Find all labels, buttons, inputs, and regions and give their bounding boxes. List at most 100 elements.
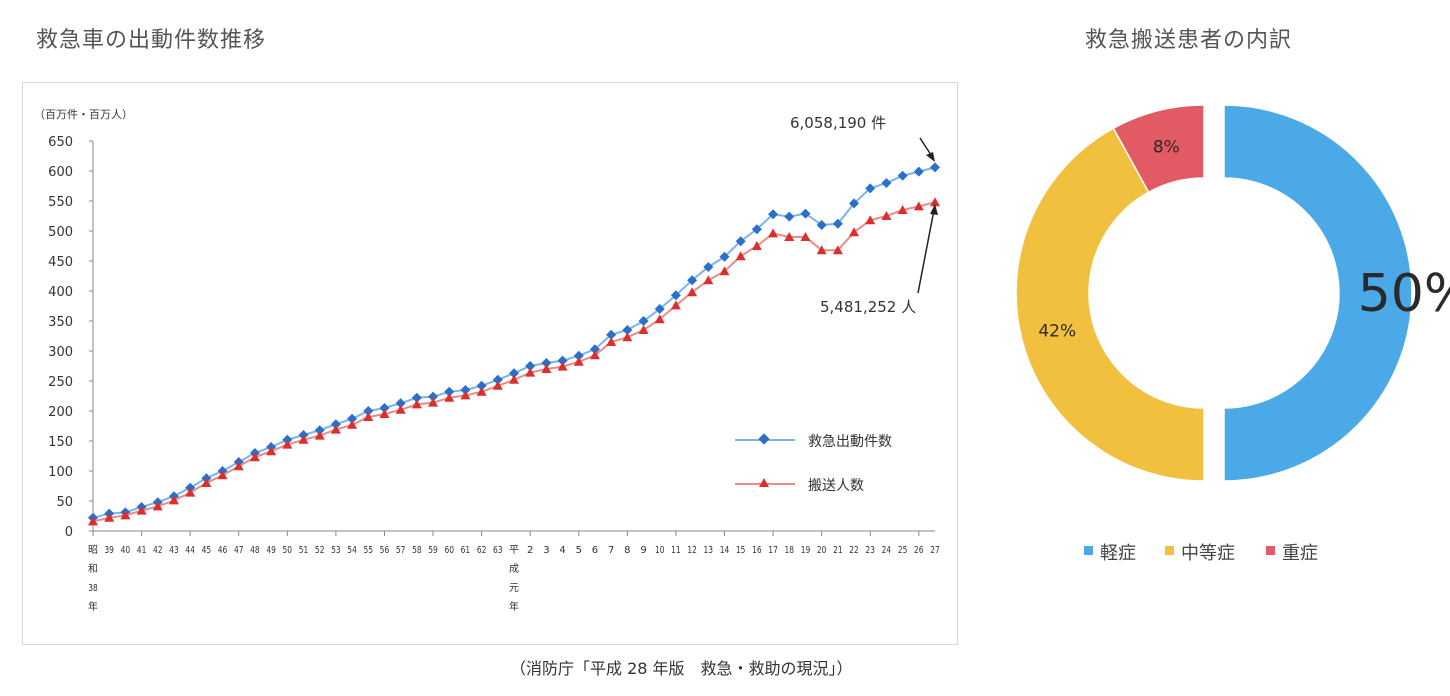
data-point-diamond	[444, 386, 455, 397]
data-point-diamond	[670, 290, 681, 301]
x-tick-label: 49	[266, 545, 276, 556]
x-tick-label: 42	[153, 545, 163, 556]
data-point-diamond	[411, 392, 422, 403]
x-tick-label: 51	[299, 545, 309, 556]
y-tick-label: 400	[48, 285, 73, 300]
x-tick-label: 平	[509, 545, 519, 556]
data-point-triangle	[784, 232, 795, 241]
data-point-triangle	[800, 232, 811, 241]
data-point-triangle	[233, 461, 244, 471]
data-point-triangle	[881, 211, 892, 220]
legend-swatch-moderate	[1165, 546, 1174, 555]
data-point-triangle	[897, 205, 908, 214]
data-point-diamond	[622, 325, 633, 335]
x-tick-label: 54	[347, 545, 357, 556]
x-tick-label: 62	[477, 545, 487, 556]
annotation-dispatch: 6,058,190 件	[790, 114, 886, 132]
x-tick-label: 60	[444, 545, 454, 556]
legend-diamond-marker	[758, 433, 770, 445]
x-tick-label: 11	[671, 545, 681, 556]
data-point-diamond	[849, 198, 860, 209]
data-point-triangle	[476, 386, 487, 396]
x-tick-label: 19	[801, 545, 811, 556]
data-point-triangle	[638, 325, 649, 334]
x-tick-label: 6	[592, 545, 598, 556]
data-point-triangle	[298, 434, 309, 444]
data-point-triangle	[557, 361, 568, 371]
data-point-triangle	[104, 512, 115, 522]
data-point-diamond	[460, 385, 471, 395]
data-point-diamond	[897, 170, 908, 181]
y-tick-label: 600	[48, 165, 73, 180]
data-point-triangle	[589, 350, 600, 360]
x-tick-label: 和	[88, 563, 98, 575]
x-tick-label: 24	[882, 545, 892, 556]
y-tick-label: 250	[48, 375, 73, 390]
data-point-triangle	[606, 337, 617, 346]
data-point-triangle	[249, 452, 260, 462]
donut-chart-title: 救急搬送患者の内訳	[1085, 28, 1293, 53]
data-point-diamond	[428, 391, 439, 402]
x-tick-label: 39	[104, 545, 114, 556]
y-tick-label: 0	[65, 525, 73, 540]
x-tick-label: 61	[461, 545, 471, 556]
legend-label-mild: 軽症	[1100, 543, 1136, 564]
x-tick-label: 9	[640, 545, 646, 556]
x-tick-label: 45	[202, 545, 212, 556]
x-tick-label: 48	[250, 545, 260, 556]
x-tick-label: 成	[509, 563, 519, 575]
data-point-triangle	[168, 495, 179, 505]
x-tick-label: 59	[428, 545, 438, 556]
data-point-triangle	[363, 412, 374, 421]
data-point-diamond	[606, 329, 617, 340]
y-tick-label: 500	[48, 225, 73, 240]
data-point-diamond	[492, 374, 503, 385]
data-point-triangle	[136, 505, 147, 515]
x-tick-label: 58	[412, 545, 422, 556]
x-tick-label: 5	[576, 545, 582, 556]
x-tick-label: 18	[785, 545, 795, 556]
y-axis: 0 50 100 150 200 250 300 350 400 450 500 550 600 650	[48, 135, 94, 540]
data-point-triangle	[201, 478, 212, 487]
data-point-triangle	[509, 374, 519, 384]
x-tick-label: 2	[527, 545, 533, 556]
x-tick-label: 8	[624, 545, 630, 556]
legend-label-transport: 搬送人数	[808, 478, 864, 494]
x-tick-label: 17	[768, 545, 778, 556]
donut-value-label: 8%	[1153, 137, 1180, 157]
data-point-triangle	[314, 430, 325, 440]
y-tick-label: 650	[48, 135, 73, 150]
data-point-triangle	[622, 332, 633, 342]
y-unit-label: （百万件・百万人）	[34, 108, 133, 121]
data-point-diamond	[509, 368, 519, 379]
legend-swatch-severe	[1266, 546, 1275, 555]
x-tick-label: 50	[283, 545, 293, 556]
data-point-triangle	[525, 367, 536, 377]
donut-value-label: 50%	[1358, 264, 1450, 324]
data-point-triangle	[703, 275, 714, 285]
series-group	[88, 162, 940, 526]
x-tick-label: 41	[137, 545, 147, 556]
data-point-triangle	[347, 419, 358, 429]
legend-label-dispatch: 救急出動件数	[808, 434, 892, 450]
x-tick-label: 14	[720, 545, 730, 556]
annotation-arrowhead-dispatch	[926, 152, 935, 162]
data-point-diamond	[800, 208, 811, 219]
data-point-triangle	[573, 356, 584, 366]
y-tick-label: 550	[48, 195, 73, 210]
data-point-diamond	[347, 413, 358, 424]
data-point-triangle	[217, 470, 228, 480]
x-tick-label: 40	[121, 545, 131, 556]
data-point-diamond	[589, 344, 600, 355]
x-tick-label: 44	[185, 545, 195, 556]
x-tick-label: 56	[380, 545, 390, 556]
series-dispatch	[88, 162, 940, 523]
data-point-diamond	[395, 398, 406, 409]
y-tick-label: 200	[48, 405, 73, 420]
x-tick-label: 16	[752, 545, 762, 556]
x-tick-label: 47	[234, 545, 244, 556]
x-tick-label: 年	[88, 600, 98, 613]
data-point-diamond	[703, 262, 714, 272]
x-tick-label: 7	[608, 545, 614, 556]
line-chart: （百万件・百万人） 050100150200250300350400450500…	[34, 108, 940, 613]
